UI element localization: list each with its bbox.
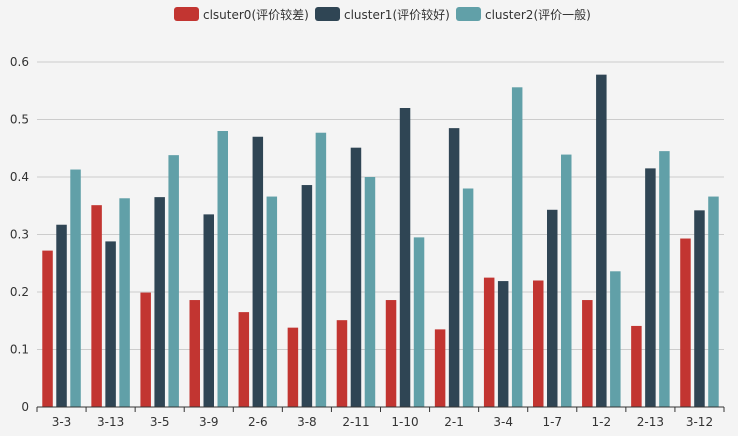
bar-1-2-series1[interactable] [596,74,607,408]
bar-2-13-series1[interactable] [645,168,656,407]
bar-3-5-series2[interactable] [168,155,179,407]
x-tick-label: 2-11 [342,415,369,429]
x-tick-label: 2-13 [637,415,664,429]
y-tick-label: 0.1 [10,343,29,357]
bar-2-13-series0[interactable] [631,325,642,407]
bar-2-13-series2[interactable] [659,151,670,407]
legend-swatch [174,7,199,21]
bar-1-2-series0[interactable] [582,300,593,407]
x-axis: 3-3 3-13 3-5 3-9 2-6 3-8 2-11 1-10 2-1 3-4 1-7 1-2 2… [36,406,725,429]
bar-3-13-series0[interactable] [91,205,102,407]
legend-label: cluster2(评价一般) [485,7,591,22]
bar-3-4-series1[interactable] [497,281,509,407]
legend[interactable]: clsuter0(评价较差) cluster1(评价较好) cluster2(评价一… [174,7,591,22]
y-axis: 0 0.1 0.2 0.3 0.4 0.5 0.6 [10,55,29,414]
bar-3-8-series2[interactable] [315,132,327,407]
bar-1-10-series2[interactable] [413,237,425,407]
x-tick-label: 1-7 [542,415,562,429]
x-tick-label: 3-4 [493,415,513,429]
bar-3-4-series0[interactable] [483,277,495,407]
bar-3-9-series1[interactable] [203,214,215,407]
legend-label: clsuter0(评价较差) [203,7,309,22]
y-tick-label: 0.5 [10,113,29,127]
x-tick-label: 3-9 [199,415,219,429]
bar-1-7-series1[interactable] [547,209,558,407]
bar-3-12-series0[interactable] [680,238,691,407]
bar-3-3-series2[interactable] [70,169,81,407]
bar-3-5-series0[interactable] [140,292,151,407]
legend-swatch [456,7,481,21]
bars [42,74,719,408]
x-tick-label: 3-8 [297,415,317,429]
x-tick-label: 2-6 [248,415,268,429]
bar-1-10-series1[interactable] [399,108,411,407]
bar-3-13-series2[interactable] [119,198,130,407]
legend-item-1[interactable]: cluster1(评价较好) [315,7,450,22]
x-tick-label: 3-12 [686,415,713,429]
legend-label: cluster1(评价较好) [344,7,450,22]
y-tick-label: 0.2 [10,285,29,299]
bar-3-12-series2[interactable] [708,196,719,407]
bar-1-10-series0[interactable] [385,300,397,407]
x-tick-label: 3-5 [150,415,170,429]
bar-3-3-series1[interactable] [56,224,67,407]
x-tick-label: 3-13 [97,415,124,429]
bar-3-8-series0[interactable] [287,327,299,407]
bar-3-4-series2[interactable] [511,87,523,408]
bar-3-12-series1[interactable] [694,210,705,407]
x-tick-label: 3-3 [52,415,72,429]
y-tick-label: 0.6 [10,55,29,69]
bar-2-6-series0[interactable] [238,312,250,407]
bar-3-5-series1[interactable] [154,197,165,407]
bar-3-13-series1[interactable] [105,241,116,407]
bar-2-6-series2[interactable] [266,196,278,407]
y-tick-label: 0.4 [10,170,29,184]
bar-1-2-series2[interactable] [610,271,621,407]
bar-1-7-series0[interactable] [533,280,544,408]
x-tick-label: 1-2 [592,415,612,429]
x-tick-label: 2-1 [444,415,464,429]
bar-2-11-series1[interactable] [350,147,362,408]
bar-2-1-series2[interactable] [462,188,474,408]
bar-2-11-series0[interactable] [336,320,348,407]
bar-3-9-series2[interactable] [217,131,229,407]
bar-2-6-series1[interactable] [252,136,264,407]
bar-3-8-series1[interactable] [301,185,313,407]
legend-item-2[interactable]: cluster2(评价一般) [456,7,591,22]
bar-2-11-series2[interactable] [364,177,376,407]
bar-1-7-series2[interactable] [561,154,572,407]
grid-lines [37,61,724,350]
bar-3-3-series0[interactable] [42,250,53,407]
bar-2-1-series0[interactable] [434,329,446,407]
legend-item-0[interactable]: clsuter0(评价较差) [174,7,309,22]
y-tick-label: 0.3 [10,228,29,242]
bar-2-1-series1[interactable] [448,128,460,407]
legend-swatch [315,7,340,21]
bar-3-9-series0[interactable] [189,300,201,407]
y-tick-label: 0 [21,400,29,414]
x-tick-label: 1-10 [391,415,418,429]
